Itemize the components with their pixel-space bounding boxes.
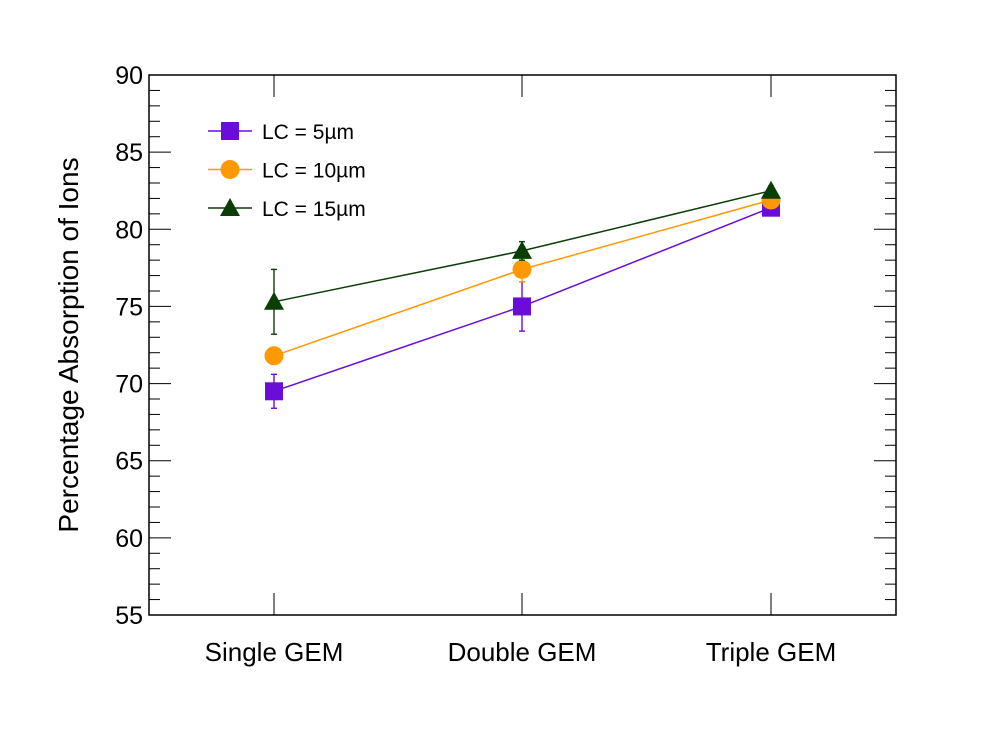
- y-tick-label: 65: [115, 448, 143, 476]
- legend-label: LC = 15µm: [262, 198, 366, 221]
- legend-entry: LC = 5µm: [208, 121, 354, 144]
- data-point: [512, 240, 532, 259]
- x-tick-label: Single GEM: [205, 637, 344, 667]
- x-tick-label: Double GEM: [448, 637, 597, 667]
- series-2: [264, 190, 781, 366]
- plot-frame: [148, 74, 897, 616]
- labels-layer: 55 60 65 70 75 80 85 90 Single GEM Double GEM Trip…: [115, 62, 836, 667]
- legend-marker: [221, 122, 239, 140]
- legend: LC = 5µm LC = 10µm LC = 15µm: [208, 121, 366, 221]
- data-point: [512, 259, 532, 279]
- legend-marker: [220, 198, 240, 216]
- y-tick-label: 85: [115, 139, 143, 167]
- series-layer: [264, 180, 781, 409]
- y-axis-title: Percentage Absorption of Ions: [53, 157, 84, 532]
- data-point: [761, 180, 781, 199]
- y-tick-label: 75: [115, 293, 143, 321]
- y-tick-label: 60: [115, 525, 143, 553]
- y-tick-label: 90: [115, 62, 143, 90]
- series-1: [265, 198, 780, 409]
- data-point: [264, 346, 284, 366]
- data-point: [264, 291, 284, 310]
- legend-entry: LC = 10µm: [208, 160, 366, 183]
- y-tick-label: 55: [115, 602, 143, 630]
- ticks-layer: [149, 74, 896, 616]
- series-3: [264, 180, 781, 335]
- x-tick-label: Triple GEM: [706, 637, 837, 667]
- data-point: [265, 382, 283, 401]
- y-tick-label: 80: [115, 216, 143, 244]
- legend-label: LC = 5µm: [262, 121, 354, 144]
- legend-marker: [220, 160, 240, 179]
- legend-entry: LC = 15µm: [208, 198, 366, 221]
- legend-label: LC = 10µm: [262, 160, 366, 183]
- data-point: [513, 297, 531, 316]
- y-tick-label: 70: [115, 371, 143, 399]
